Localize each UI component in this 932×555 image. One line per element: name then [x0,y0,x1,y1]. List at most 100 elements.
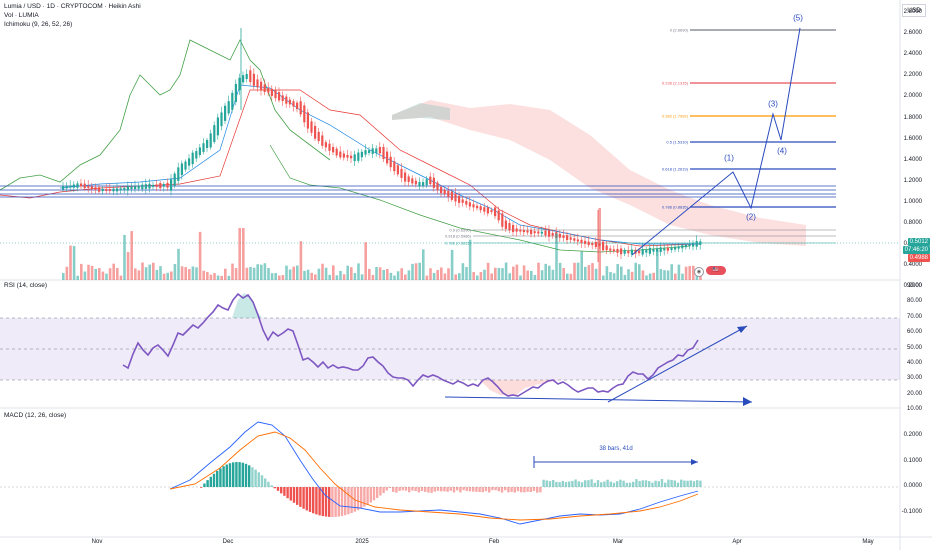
volume-bar [551,269,555,280]
volume-bar [335,275,339,280]
macd-histogram-bar [561,480,564,487]
macd-histogram-bar [382,487,385,494]
rsi-axis-tick: 10.00 [906,406,922,413]
candle [497,210,500,221]
candle [515,228,518,232]
candle [620,248,623,255]
volume-bar [191,266,195,280]
volume-bar [303,270,306,280]
candle [278,92,281,101]
candle [411,178,414,184]
macd-histogram-bar [523,487,526,493]
volume-bar [501,268,504,280]
candle [648,247,651,254]
candle [130,186,133,190]
ichimoku-legend[interactable]: Ichimoku (9, 26, 52, 26) [4,21,73,28]
candle [270,88,273,96]
macd-histogram-bar [216,470,219,487]
price-axis-tick: 0.2000 [903,283,922,290]
macd-histogram-bar [529,487,532,493]
currency-selector[interactable]: USD [902,4,926,17]
volume-bar [688,266,691,280]
candle [483,207,486,212]
candle [339,151,342,158]
macd-histogram-bar [689,480,692,487]
visibility-icon[interactable]: ◉ [694,267,704,277]
macd-histogram-bar [424,487,427,492]
candle [238,77,241,91]
volume-bar [656,249,659,280]
macd-histogram-bar [260,475,264,487]
volume-bar [580,251,583,280]
candle [584,240,587,244]
volume-bar [278,275,281,280]
volume-bar [537,262,540,280]
candle [148,183,151,189]
low-price-tag: 0.4988 [907,254,930,262]
candle [144,184,147,189]
volume-bar [450,249,454,280]
macd-histogram-bar [411,487,414,491]
macd-histogram-bar [638,481,641,487]
macd-histogram-bar [280,487,283,494]
candle [594,241,597,248]
volume-bar [198,231,202,280]
candle [418,181,421,187]
macd-histogram-bar [241,462,244,487]
candle [612,249,615,252]
rsi-axis-tick: 50.00 [906,344,922,351]
macd-histogram-bar [395,487,398,493]
candle [76,183,79,188]
volume-bar [90,265,94,280]
volume-legend[interactable]: Vol · LUMIA [4,12,39,19]
fib-level-label: 0.786 (0.8835) [661,204,688,210]
volume-bar [173,264,177,280]
macd-legend[interactable]: MACD (12, 26, close) [4,412,67,419]
symbol-legend[interactable]: Lumia / USD · 1D · CRYPTOCOM · Heikin As… [4,3,141,10]
volume-bar [569,273,573,280]
price-axis-tick: 2.8000 [903,9,922,15]
macd-histogram-bar [257,472,260,487]
candle [170,179,173,191]
volume-bar [256,264,259,280]
macd-histogram-bar [344,487,347,516]
volume-bar [674,273,677,280]
volume-bar [530,270,533,280]
volume-bar [116,268,119,280]
price-axis-tick: 1.0000 [903,198,922,205]
volume-bar [555,233,558,280]
candle [209,133,212,148]
volume-bar [213,273,216,280]
candle [260,81,263,91]
macd-histogram-bar [203,483,206,487]
volume-bar [162,273,166,280]
macd-histogram-bar [625,482,628,487]
macd-histogram-bar [571,480,574,487]
volume-bar [461,263,465,280]
candle [198,147,201,155]
candle [508,223,511,231]
volume-bar [573,262,576,280]
candle [274,90,277,99]
volume-bar [425,275,429,280]
macd-histogram-bar [212,473,216,487]
macd-histogram-bar [641,480,644,487]
candle [695,241,698,247]
macd-histogram-bar [644,480,648,487]
candle [407,176,410,182]
events-badge[interactable]: 🇺🇸 [706,266,726,275]
macd-histogram-bar [430,487,433,493]
candle [123,187,126,190]
rsi-legend[interactable]: RSI (14, close) [4,282,47,289]
macd-histogram-bar [516,487,520,492]
macd-histogram-bar [526,487,529,492]
volume-bar [483,269,486,280]
candle [677,246,680,249]
candle [666,247,669,251]
candle [630,249,633,255]
macd-histogram-bar [676,482,680,487]
macd-histogram-bar [564,482,568,487]
macd-histogram-bar [408,487,411,493]
wave-label: (4) [777,146,787,156]
